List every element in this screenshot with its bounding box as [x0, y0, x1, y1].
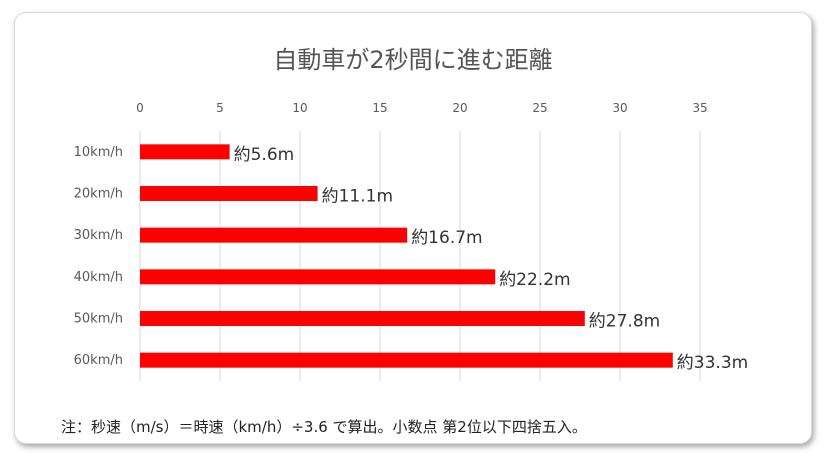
y-category-label: 50km/h — [74, 312, 123, 327]
x-tick-label: 15 — [372, 101, 387, 115]
chart-card: 自動車が2秒間に進む距離 0 5 10 15 20 25 30 35 10km/h 約5.6m 20… — [14, 12, 812, 444]
y-category-label: 20km/h — [74, 187, 123, 202]
data-label: 約16.7m — [411, 228, 482, 248]
bar-chart: 0 5 10 15 20 25 30 35 10km/h 約5.6m 20km/h 約11.1m 30k… — [74, 101, 748, 381]
footnote: 注：秒速（m/s）＝時速（km/h）÷3.6 で算出。小数点 第2位以下四捨五入… — [61, 418, 587, 436]
x-tick-label: 0 — [136, 101, 144, 115]
y-category-label: 30km/h — [74, 228, 123, 243]
y-category-label: 40km/h — [74, 270, 123, 285]
x-tick-label: 20 — [452, 101, 467, 115]
data-label: 約5.6m — [234, 145, 295, 165]
x-tick-label: 5 — [216, 101, 224, 115]
data-label: 約11.1m — [322, 187, 393, 207]
data-label: 約27.8m — [589, 312, 660, 332]
bar — [140, 227, 408, 243]
chart-title: 自動車が2秒間に進む距離 — [273, 46, 553, 74]
bar — [140, 269, 496, 285]
x-tick-label: 10 — [292, 101, 307, 115]
x-tick-label: 25 — [532, 101, 547, 115]
data-label: 約33.3m — [677, 353, 748, 373]
bar — [140, 186, 318, 201]
bar — [140, 144, 230, 160]
bar — [140, 352, 673, 368]
x-tick-label: 30 — [612, 101, 627, 115]
bar — [140, 311, 585, 326]
x-tick-label: 35 — [692, 101, 707, 115]
y-category-label: 10km/h — [74, 145, 123, 160]
y-category-label: 60km/h — [74, 353, 123, 368]
data-label: 約22.2m — [499, 270, 570, 290]
